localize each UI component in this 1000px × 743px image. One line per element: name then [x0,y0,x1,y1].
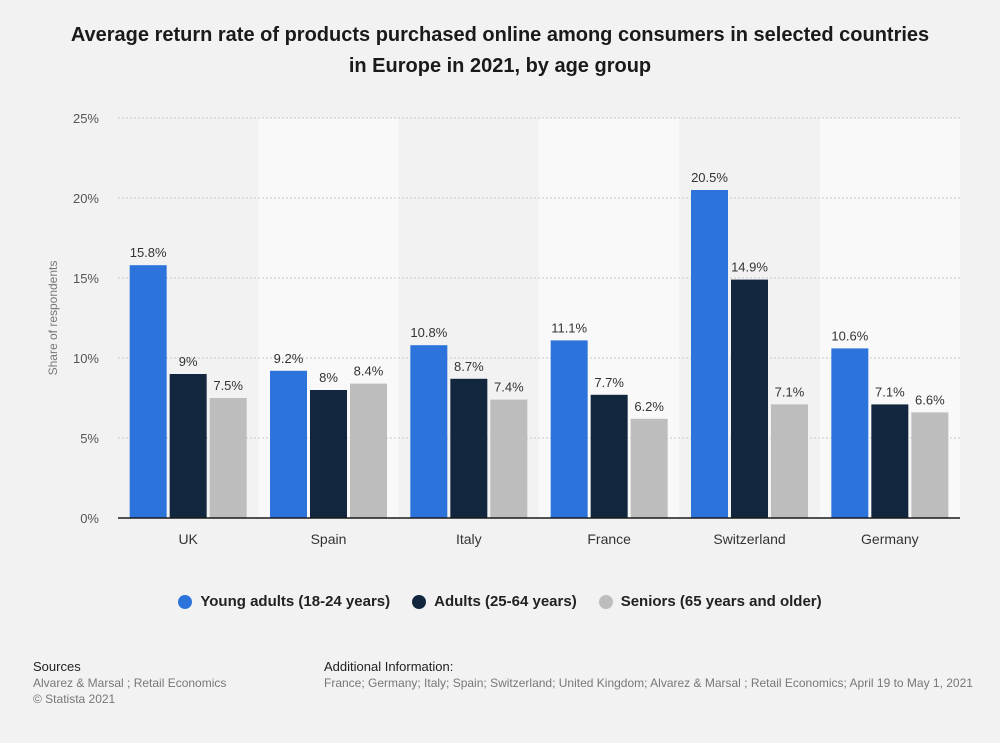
x-tick-label: Italy [456,531,482,547]
data-label: 15.8% [130,245,167,260]
x-tick-label: Switzerland [713,531,785,547]
x-tick-label: France [587,531,631,547]
data-label: 6.6% [915,392,945,407]
chart-title: Average return rate of products purchase… [70,24,930,77]
data-labels: 15.8% 9% 7.5% 9.2% 8% 8.4% 10.8% 8.7% 7.4% 11.1% 7… [130,170,945,414]
additional-info-block: Additional Information: France; Germany;… [324,658,973,691]
legend: Young adults (18-24 years) Adults (25-64… [0,593,1000,610]
bars [129,190,949,518]
y-tick-label: 10% [73,351,99,366]
gridlines [118,117,960,439]
data-label: 9% [179,354,198,369]
bar-adults[interactable] [450,378,488,518]
bar-seniors[interactable] [490,399,528,518]
bar-young[interactable] [129,265,167,518]
bar-adults[interactable] [871,404,909,518]
bar-seniors[interactable] [209,398,247,518]
y-axis-label: Share of respondents [46,261,60,376]
legend-dot-seniors [598,594,613,609]
data-label: 8.7% [454,359,484,374]
x-axis-ticks: UK Spain Italy France Switzerland Germany [178,531,918,547]
copyright-text: © Statista 2021 [33,692,116,706]
bar-adults[interactable] [731,279,768,518]
legend-dot-young [178,594,193,609]
legend-item-adults[interactable]: Adults (25-64 years) [412,593,577,610]
data-label: 7.4% [494,380,524,395]
data-label: 14.9% [731,260,768,275]
y-tick-label: 15% [73,271,99,286]
bar-seniors[interactable] [911,412,949,518]
bar-adults[interactable] [169,374,207,518]
sources-block: Sources Alvarez & Marsal ; Retail Econom… [33,658,226,707]
data-label: 10.6% [831,328,868,343]
y-axis-ticks: 0% 5% 10% 15% 20% 25% [73,111,99,526]
y-tick-label: 20% [73,191,99,206]
legend-dot-adults [412,594,427,609]
additional-info-text: France; Germany; Italy; Spain; Switzerla… [324,676,973,690]
sources-title: Sources [33,659,81,674]
y-tick-label: 0% [80,511,99,526]
sources-text[interactable]: Alvarez & Marsal ; Retail Economics [33,676,227,690]
y-tick-label: 25% [73,111,99,126]
bar-young[interactable] [831,348,869,518]
legend-label-adults: Adults (25-64 years) [434,593,577,610]
data-label: 7.5% [213,378,243,393]
data-label: 7.7% [594,375,624,390]
x-tick-label: Spain [311,531,347,547]
x-tick-label: Germany [861,531,919,547]
bar-young[interactable] [270,370,307,518]
legend-item-seniors[interactable]: Seniors (65 years and older) [598,593,822,610]
data-label: 20.5% [691,170,728,185]
y-tick-label: 5% [80,431,99,446]
additional-info-title: Additional Information: [324,659,454,674]
x-tick-label: UK [178,531,198,547]
bar-seniors[interactable] [771,404,808,518]
data-label: 11.1% [551,320,587,335]
data-label: 7.1% [775,384,805,399]
data-label: 6.2% [634,399,664,414]
bar-adults[interactable] [310,390,347,518]
data-label: 10.8% [410,325,447,340]
bar-seniors[interactable] [350,383,387,518]
data-label: 7.1% [875,384,905,399]
bar-chart: 15.8% 9% 7.5% 9.2% 8% 8.4% 10.8% 8.7% 7.4% 11.1% 7… [46,111,960,547]
bar-seniors[interactable] [630,418,668,518]
legend-label-young: Young adults (18-24 years) [200,593,391,610]
data-label: 9.2% [274,351,304,366]
bar-adults[interactable] [590,394,628,518]
data-label: 8.4% [354,364,384,379]
bar-young[interactable] [550,340,588,518]
bar-young[interactable] [691,190,728,518]
data-label: 8% [319,370,338,385]
bar-young[interactable] [410,345,448,518]
legend-label-seniors: Seniors (65 years and older) [620,593,822,610]
legend-item-young[interactable]: Young adults (18-24 years) [178,593,390,610]
